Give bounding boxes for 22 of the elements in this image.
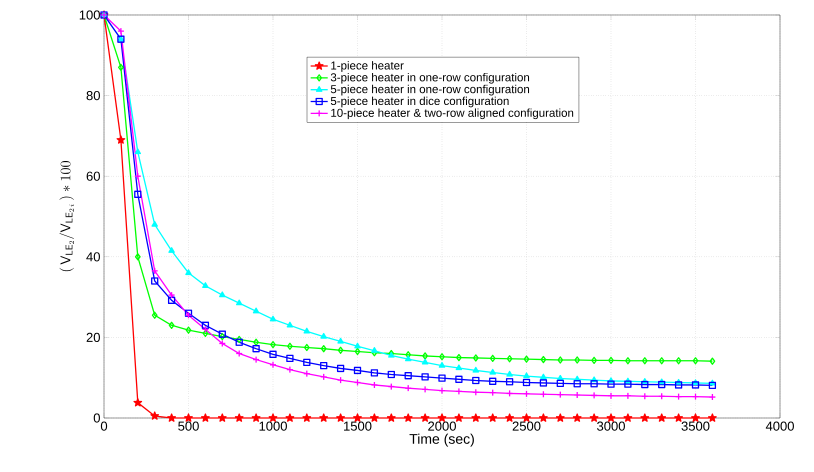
x-tick-label: 3000 [597,422,625,431]
x-tick-label: 4000 [766,422,794,431]
x-tick-label: 3500 [682,422,710,431]
y-tick-label: 100 [80,10,100,20]
x-axis-title: Time (sec) [410,434,474,447]
legend-label: 5-piece heater in dice configuration [330,96,509,108]
legend-label: 3-piece heater in one-row configuration [330,72,530,84]
x-tick-label: 0 [100,422,108,431]
y-tick-label: 20 [86,332,100,342]
y-tick-label: 80 [86,90,100,100]
y-tick-label: 0 [94,413,100,423]
x-tick-label: 1000 [260,422,287,431]
x-tick-label: 2500 [512,422,540,431]
x-tick-label: 1500 [344,422,372,431]
legend-label: 5-piece heater in one-row configuration [330,84,530,96]
legend-label: 1-piece heater [331,61,404,72]
x-tick-label: 2000 [428,422,456,431]
legend-label: 10-piece heater & two-row aligned configuration [331,108,574,120]
y-axis-title: $\left(\,\mathsf{V}_{\mathsf{LE}_2}/\mathsf{V}_{\mathsf{LE}_{2\,i}}\,\right) * 100$ [59,161,74,272]
x-tick-label: 500 [178,422,199,431]
y-tick-label: 60 [86,172,100,181]
y-tick-label: 40 [86,252,100,262]
